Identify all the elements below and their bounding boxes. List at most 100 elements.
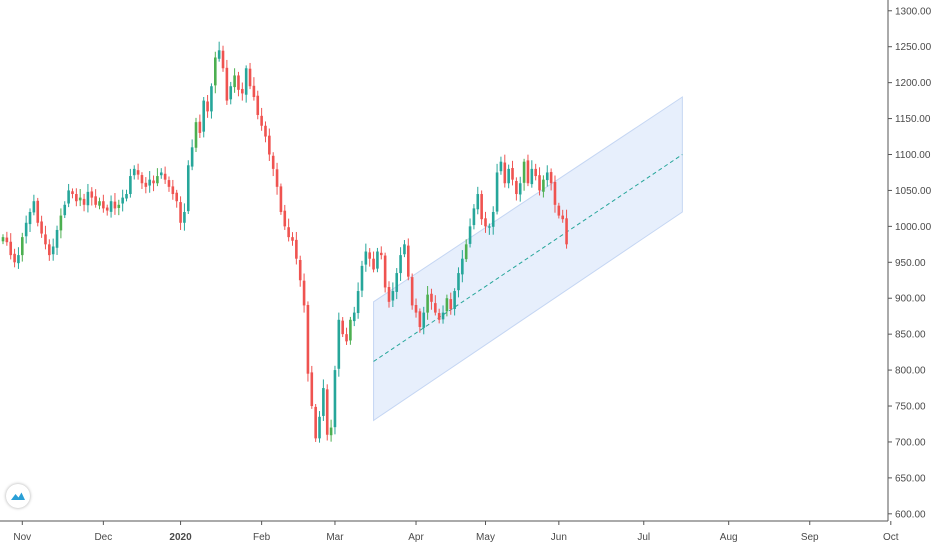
candle bbox=[368, 248, 371, 267]
candle bbox=[186, 160, 190, 215]
candle bbox=[356, 282, 360, 319]
candle bbox=[395, 268, 399, 300]
candle bbox=[36, 197, 40, 227]
candle bbox=[1, 234, 5, 245]
candle bbox=[171, 179, 175, 200]
candle bbox=[283, 204, 287, 230]
candle bbox=[530, 160, 534, 188]
candle bbox=[318, 411, 321, 443]
candle bbox=[545, 165, 549, 187]
time-tick-label: Aug bbox=[720, 532, 738, 543]
time-tick-label: Nov bbox=[13, 532, 31, 543]
time-tick-label: Apr bbox=[408, 532, 424, 543]
candle bbox=[214, 51, 217, 94]
candle bbox=[264, 121, 267, 143]
candle bbox=[21, 232, 24, 262]
candle bbox=[507, 164, 510, 189]
candle bbox=[94, 189, 97, 208]
candle bbox=[445, 294, 449, 317]
time-tick-label: 2020 bbox=[169, 532, 192, 543]
candle bbox=[464, 239, 468, 263]
logo-glyph-icon bbox=[11, 492, 25, 500]
candle bbox=[391, 282, 395, 307]
candle bbox=[144, 177, 148, 194]
candle bbox=[441, 305, 445, 324]
candle bbox=[306, 301, 310, 382]
price-tick-label: 1150.00 bbox=[895, 114, 931, 125]
candle bbox=[422, 306, 426, 335]
price-tick-label: 1100.00 bbox=[895, 150, 931, 161]
price-tick-label: 700.00 bbox=[895, 437, 926, 448]
candle bbox=[241, 82, 244, 101]
candle bbox=[437, 308, 441, 324]
candle bbox=[75, 188, 78, 207]
candle bbox=[140, 172, 144, 189]
candle bbox=[372, 251, 375, 273]
time-tick-label: Jul bbox=[637, 532, 650, 543]
candle bbox=[352, 306, 356, 327]
candle bbox=[407, 238, 410, 281]
candle bbox=[553, 175, 557, 213]
price-tick-label: 900.00 bbox=[895, 294, 926, 305]
candle bbox=[86, 183, 90, 213]
candle bbox=[136, 163, 140, 180]
price-tick-label: 1250.00 bbox=[895, 42, 932, 53]
candle bbox=[210, 83, 213, 119]
candle bbox=[333, 365, 337, 435]
candle bbox=[51, 238, 55, 261]
candle bbox=[275, 162, 279, 195]
candle bbox=[152, 175, 155, 192]
candle bbox=[534, 163, 537, 181]
candle bbox=[468, 218, 472, 248]
candle bbox=[248, 62, 252, 90]
price-tick-label: 850.00 bbox=[895, 330, 926, 341]
time-tick-label: Dec bbox=[94, 532, 112, 543]
candle bbox=[217, 41, 221, 62]
price-tick-label: 1050.00 bbox=[895, 186, 932, 197]
candle bbox=[268, 128, 271, 161]
candle bbox=[387, 281, 391, 308]
candle bbox=[206, 95, 209, 118]
candle bbox=[159, 168, 163, 179]
time-tick-label: Mar bbox=[326, 532, 344, 543]
candle bbox=[418, 308, 422, 333]
candle bbox=[121, 189, 124, 212]
candle bbox=[13, 248, 16, 268]
price-tick-label: 750.00 bbox=[895, 402, 926, 413]
candle bbox=[78, 188, 82, 207]
candle bbox=[349, 316, 352, 345]
candle bbox=[67, 183, 70, 208]
candle bbox=[538, 167, 541, 196]
candle bbox=[48, 239, 51, 261]
candle bbox=[163, 166, 167, 184]
candle bbox=[526, 154, 530, 187]
candle bbox=[167, 176, 171, 192]
tradingview-logo-icon[interactable] bbox=[6, 484, 30, 508]
candle bbox=[132, 165, 136, 180]
time-axis-labels: Nov Dec 2020 Feb Mar Apr May Jun Jul Aug Sep Oct bbox=[13, 521, 899, 543]
candle bbox=[71, 188, 74, 199]
candle bbox=[287, 218, 290, 242]
candle bbox=[484, 211, 487, 233]
candle bbox=[403, 240, 406, 258]
candle bbox=[256, 90, 260, 120]
candle bbox=[40, 215, 43, 238]
candle bbox=[98, 197, 101, 210]
candle bbox=[271, 152, 275, 177]
candle bbox=[229, 81, 233, 105]
candle bbox=[461, 250, 464, 283]
candle bbox=[337, 312, 341, 377]
candle bbox=[298, 255, 302, 287]
price-tick-label: 1000.00 bbox=[895, 222, 932, 233]
candle bbox=[221, 45, 225, 72]
candle bbox=[379, 246, 383, 260]
time-tick-label: Oct bbox=[883, 532, 899, 543]
candle bbox=[542, 175, 545, 198]
price-axis-labels: 1300.00 1250.00 1200.00 1150.00 1100.00 1050.… bbox=[888, 6, 932, 520]
candle bbox=[302, 273, 306, 313]
candle bbox=[24, 215, 28, 244]
candle bbox=[476, 186, 480, 215]
candle bbox=[5, 231, 9, 246]
candle bbox=[341, 317, 344, 338]
